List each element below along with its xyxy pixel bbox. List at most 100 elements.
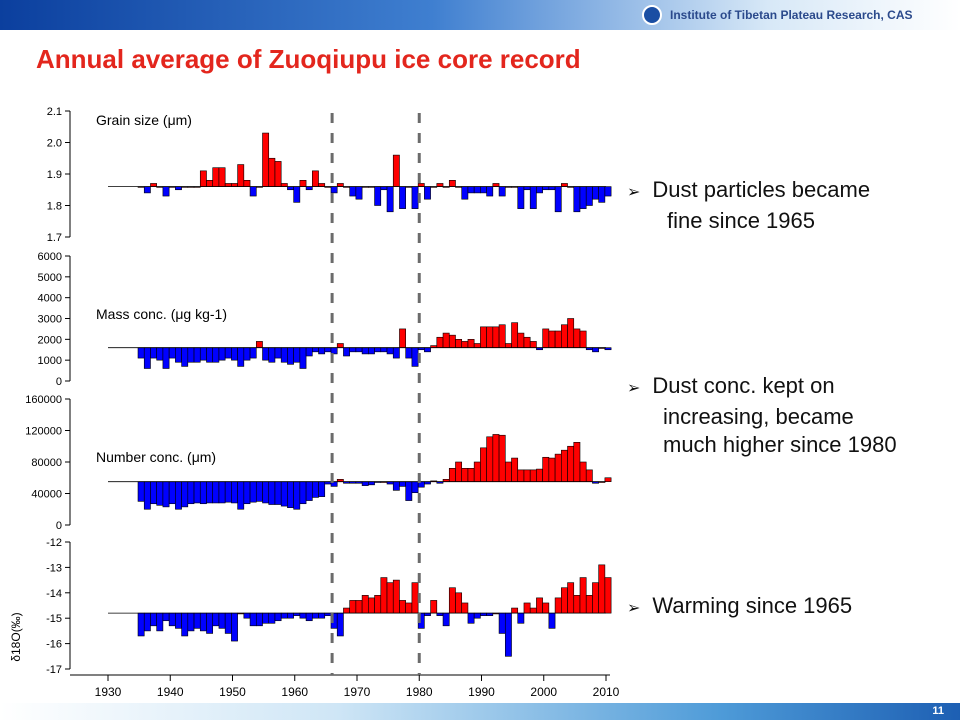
y-tick-label: 6000 <box>38 251 62 263</box>
data-bar <box>162 481 170 508</box>
data-bar <box>361 595 369 614</box>
data-bar <box>567 582 575 614</box>
data-bar <box>143 186 151 194</box>
data-bar <box>604 477 612 482</box>
data-bar <box>542 602 550 614</box>
data-bar <box>262 132 270 187</box>
x-tick-label: 1960 <box>281 685 308 699</box>
y-tick-label: 1.9 <box>47 169 62 181</box>
data-bar <box>287 481 294 508</box>
data-bar <box>181 612 189 637</box>
data-bar <box>430 600 438 614</box>
data-bar <box>473 343 481 348</box>
data-bar <box>504 612 512 657</box>
data-bar <box>268 612 276 624</box>
data-bar <box>380 347 388 353</box>
footer-bar <box>0 703 960 720</box>
data-bar <box>199 481 207 505</box>
data-bar <box>386 582 394 614</box>
data-bar <box>399 328 406 348</box>
data-bar <box>374 347 382 353</box>
data-bar <box>181 481 189 508</box>
data-bar <box>604 577 612 614</box>
data-bar <box>175 481 182 510</box>
data-bar <box>461 186 469 200</box>
data-bar <box>542 456 550 482</box>
data-bar <box>442 332 450 348</box>
data-bar <box>199 612 207 632</box>
y-tick-label: 4000 <box>38 293 62 305</box>
data-bar <box>592 582 599 614</box>
data-bar <box>237 481 245 510</box>
data-bar <box>561 324 568 348</box>
data-bar <box>523 602 531 614</box>
y-tick-label: -14 <box>46 588 62 600</box>
x-tick-label: 1970 <box>344 685 371 699</box>
data-bar <box>573 328 581 348</box>
data-bar <box>175 612 182 629</box>
data-bar <box>511 322 519 348</box>
data-bar <box>561 587 568 614</box>
data-bar <box>193 612 201 629</box>
data-bar <box>386 347 394 355</box>
data-bar <box>212 481 220 504</box>
data-bar <box>436 183 444 187</box>
data-bar <box>312 347 319 353</box>
y-tick-label: -15 <box>46 613 62 625</box>
y-tick-label: 120000 <box>25 426 62 438</box>
header-bar <box>0 0 960 30</box>
y-tick-label: -13 <box>46 562 62 574</box>
data-bar <box>561 449 568 482</box>
data-bar <box>355 186 363 200</box>
data-bar <box>168 481 176 505</box>
data-bar <box>461 341 469 348</box>
x-tick-label: 2010 <box>593 685 620 699</box>
data-bar <box>523 186 531 191</box>
data-bar <box>604 186 612 197</box>
data-bar <box>585 595 593 614</box>
data-bar <box>374 595 382 614</box>
institute-logo <box>642 5 662 25</box>
data-bar <box>156 612 164 632</box>
data-bar <box>536 468 543 482</box>
data-bar <box>212 167 220 187</box>
data-bar <box>579 461 587 482</box>
data-bar <box>467 339 475 348</box>
data-bar <box>137 612 145 637</box>
data-bar <box>604 347 612 351</box>
y-tick-label: 1000 <box>38 355 62 367</box>
data-bar <box>324 347 332 353</box>
data-bar <box>162 347 170 369</box>
data-bar <box>231 612 238 642</box>
data-bar <box>193 481 201 504</box>
data-bar <box>405 347 413 359</box>
data-bar <box>349 600 357 614</box>
data-bar <box>305 481 313 501</box>
data-bar <box>585 186 593 206</box>
data-bar <box>511 457 519 482</box>
data-bar <box>579 186 587 209</box>
data-bar <box>504 343 512 348</box>
ice-core-chart: 1930 1940 1950 1960 1970 1980 1990 2000 2010 1.7 1… <box>9 106 620 699</box>
data-bar <box>206 612 214 634</box>
data-bar <box>554 453 562 482</box>
data-bar <box>399 186 406 209</box>
data-bar <box>181 347 189 367</box>
data-bar <box>336 612 344 637</box>
bullet-2-line-2: increasing, became <box>663 404 854 429</box>
data-bar <box>368 481 375 486</box>
bullet-2-line-3: much higher since 1980 <box>663 432 897 457</box>
data-bar <box>517 612 525 624</box>
data-bar <box>262 612 270 624</box>
data-bar <box>573 442 581 482</box>
data-bar <box>318 612 326 619</box>
data-bar <box>448 587 456 614</box>
data-bar <box>368 597 375 614</box>
data-bar <box>349 347 357 353</box>
data-bar <box>486 186 494 197</box>
data-bar <box>548 330 556 348</box>
data-bar <box>517 332 525 348</box>
data-bar <box>274 481 282 505</box>
data-bar <box>517 469 525 482</box>
data-bar <box>274 347 282 359</box>
